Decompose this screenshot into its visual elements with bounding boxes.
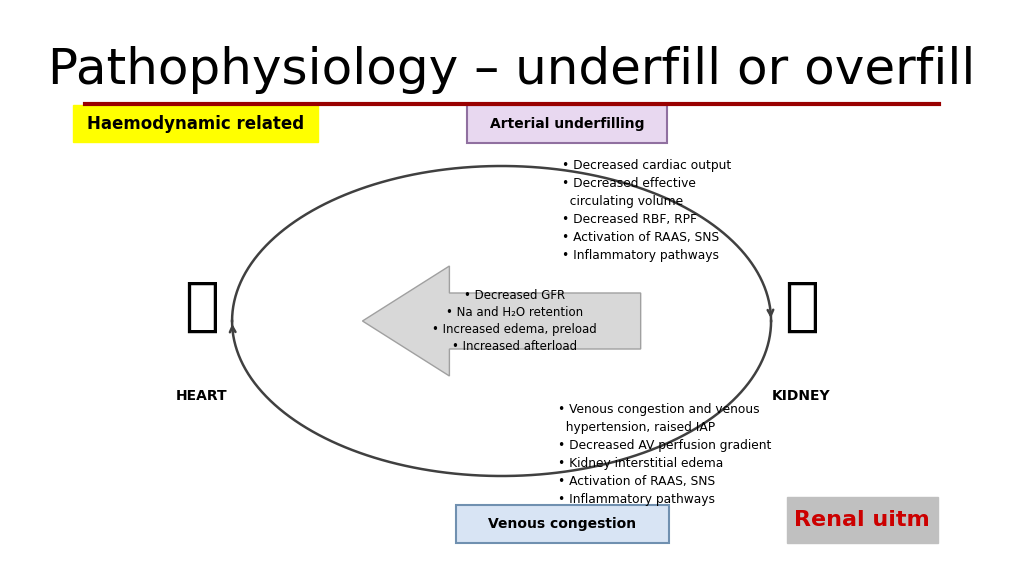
Text: Renal uitm: Renal uitm (795, 510, 930, 530)
FancyBboxPatch shape (786, 497, 938, 543)
Text: 🫘: 🫘 (784, 278, 819, 335)
Text: HEART: HEART (176, 389, 227, 403)
Text: • Decreased GFR
• Na and H₂O retention
• Increased edema, preload
• Increased af: • Decreased GFR • Na and H₂O retention •… (432, 289, 597, 353)
FancyBboxPatch shape (467, 105, 667, 143)
Polygon shape (362, 266, 641, 376)
Text: Arterial underfilling: Arterial underfilling (489, 117, 644, 131)
Text: • Venous congestion and venous
  hypertension, raised IAP
• Decreased AV perfusi: • Venous congestion and venous hypertens… (558, 403, 771, 506)
Text: Pathophysiology – underfill or overfill: Pathophysiology – underfill or overfill (48, 46, 976, 94)
Text: KIDNEY: KIDNEY (772, 389, 830, 403)
Text: Venous congestion: Venous congestion (488, 517, 637, 531)
FancyBboxPatch shape (456, 505, 669, 543)
Text: 🫀: 🫀 (184, 278, 219, 335)
FancyBboxPatch shape (73, 105, 318, 142)
Text: Haemodynamic related: Haemodynamic related (87, 115, 304, 132)
Text: • Decreased cardiac output
• Decreased effective
  circulating volume
• Decrease: • Decreased cardiac output • Decreased e… (562, 159, 732, 262)
